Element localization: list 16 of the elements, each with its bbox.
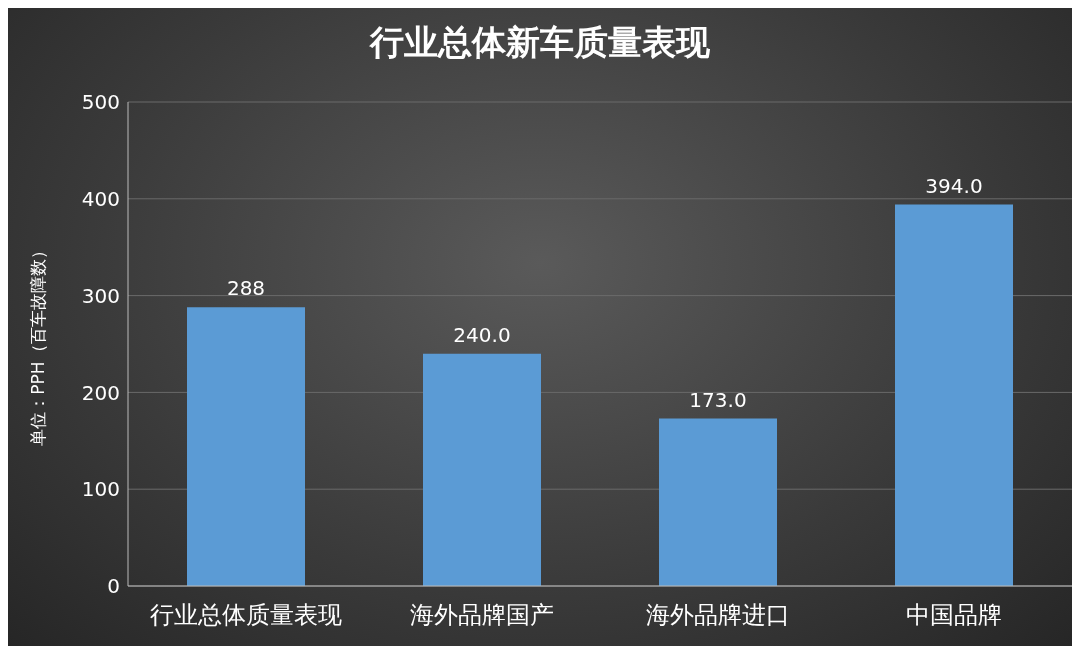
data-label: 394.0 xyxy=(925,173,983,198)
data-label: 240.0 xyxy=(453,322,511,347)
y-tick-label: 0 xyxy=(107,574,120,599)
x-tick-label: 中国品牌 xyxy=(906,601,1002,630)
chart-title: 行业总体新车质量表现 xyxy=(368,21,711,64)
y-tick-label: 100 xyxy=(81,477,120,502)
data-label: 288 xyxy=(226,276,266,301)
y-tick-label: 400 xyxy=(81,186,120,211)
y-axis-title: 单位：PPH（百车故障数） xyxy=(28,242,49,446)
data-label: 173.0 xyxy=(689,387,747,412)
x-tick-label: 海外品牌进口 xyxy=(646,601,790,630)
y-tick-label: 300 xyxy=(81,283,120,308)
y-tick-label: 200 xyxy=(81,380,120,405)
y-tick-label: 500 xyxy=(81,90,120,115)
x-tick-label: 海外品牌国产 xyxy=(410,601,554,630)
x-tick-label: 行业总体质量表现 xyxy=(150,601,342,630)
